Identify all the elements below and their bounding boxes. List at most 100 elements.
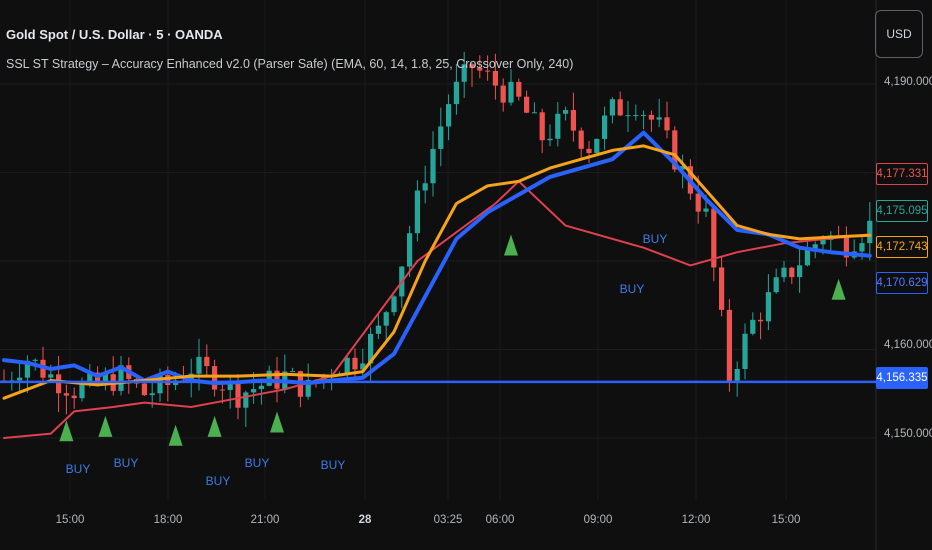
price-tag-trail: 4,177.331	[876, 163, 928, 185]
candle-body	[781, 267, 787, 278]
candle-body	[477, 67, 483, 71]
candle-body	[726, 309, 732, 381]
candle-body	[812, 244, 818, 249]
buy-label: BUY	[642, 232, 668, 246]
candle-body	[149, 393, 155, 396]
candle-body	[586, 148, 592, 154]
candle-body	[414, 190, 420, 234]
buy-label: BUY	[244, 456, 270, 470]
candle-body	[547, 138, 553, 141]
candle-body	[843, 235, 849, 258]
candle-body	[656, 117, 662, 120]
candle-body	[617, 99, 623, 116]
candle-body	[516, 81, 522, 97]
buy-label: BUY	[113, 456, 139, 470]
buy-marker	[59, 420, 74, 442]
candle-body	[352, 357, 358, 370]
candle-body	[602, 115, 608, 139]
candle-body	[79, 382, 85, 399]
x-tick-label: 15:00	[771, 514, 801, 526]
candle-body	[71, 395, 77, 399]
candle-body	[360, 363, 366, 370]
price-tag-hline: 4,156.335	[876, 367, 928, 389]
candle-body	[680, 166, 686, 170]
candle-body	[305, 379, 311, 397]
candle-body	[867, 220, 873, 244]
candle-body	[56, 374, 62, 394]
currency-button[interactable]: USD	[875, 10, 923, 58]
candle-body	[524, 96, 530, 113]
buy-label: BUY	[65, 462, 91, 476]
candle-body	[695, 193, 701, 212]
candle-body	[508, 81, 514, 103]
price-tag-ssl: 4,170.629	[876, 272, 928, 294]
buy-label: BUY	[205, 474, 231, 488]
y-tick-label: 4,190.000	[884, 76, 932, 88]
candle-body	[118, 365, 124, 391]
candle-body	[469, 64, 475, 68]
candle-body	[383, 312, 389, 326]
candle-body	[625, 115, 631, 117]
candle-body	[758, 319, 764, 322]
candle-body	[633, 115, 639, 117]
candle-body	[251, 389, 257, 393]
x-tick-label: 03:25	[433, 514, 463, 526]
candle-body	[742, 333, 748, 370]
candle-body	[773, 277, 779, 293]
candle-body	[204, 356, 210, 367]
candle-body	[859, 243, 865, 252]
candle-body	[797, 265, 803, 278]
candle-body	[32, 359, 38, 361]
candle-body	[290, 371, 296, 373]
indicator-legend[interactable]: SSL ST Strategy – Accuracy Enhanced v2.0…	[6, 57, 574, 71]
candle-body	[672, 130, 678, 170]
candle-body	[453, 81, 459, 105]
candle-body	[422, 183, 428, 191]
candle-body	[563, 110, 569, 114]
candle-body	[461, 64, 467, 82]
candle-body	[539, 112, 545, 141]
candle-body	[24, 360, 30, 378]
price-tag-ema: 4,172.743	[876, 236, 928, 258]
candle-body	[703, 208, 709, 212]
candle-body	[648, 114, 654, 120]
candle-body	[500, 85, 506, 103]
candle-body	[711, 208, 717, 268]
series-line-ssl	[2, 130, 872, 386]
candle-body	[446, 104, 452, 127]
candle-body	[63, 393, 69, 396]
y-tick-label: 4,150.000	[884, 428, 932, 440]
x-tick-label: 28	[358, 514, 372, 526]
candle-body	[17, 377, 23, 381]
candle-body	[165, 374, 171, 386]
candle-body	[719, 267, 725, 310]
candle-body	[102, 374, 108, 384]
buy-marker	[168, 424, 183, 446]
candle-body	[375, 325, 381, 334]
candle-body	[407, 233, 413, 267]
x-tick-label: 21:00	[250, 514, 280, 526]
candle-body	[196, 356, 202, 374]
candle-body	[157, 374, 163, 394]
buy-marker	[270, 411, 284, 433]
x-tick-label: 12:00	[681, 514, 711, 526]
candle-body	[531, 112, 537, 114]
x-tick-label: 06:00	[485, 514, 515, 526]
price-tag-last: 4,175.095	[876, 200, 928, 222]
candle-body	[48, 374, 54, 378]
candle-body	[87, 372, 93, 383]
buy-marker	[98, 415, 113, 437]
candle-body	[485, 70, 491, 72]
candle-body	[243, 392, 249, 408]
candle-body	[641, 114, 647, 116]
candle-body	[570, 110, 576, 131]
candle-body	[609, 99, 615, 116]
candle-body	[804, 248, 810, 266]
candle-body	[266, 370, 272, 386]
candle-body	[750, 319, 756, 334]
candle-body	[235, 381, 241, 408]
x-tick-label: 09:00	[583, 514, 613, 526]
candle-body	[820, 239, 826, 245]
buy-marker	[504, 234, 518, 256]
